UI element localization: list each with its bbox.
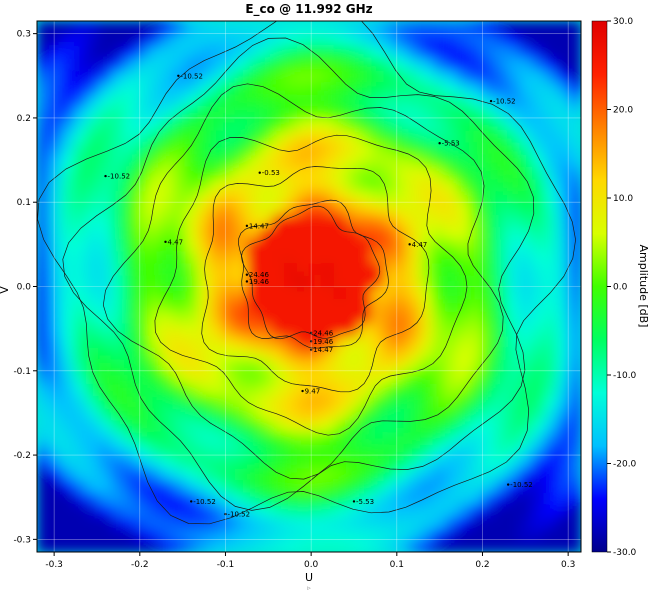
contour-label-marker xyxy=(245,224,249,228)
heatmap-field: -10.52 -10.52 -10.52 -10.52 4.47 14.47 4.47 9.4… xyxy=(37,21,581,552)
contour-ring xyxy=(62,37,535,511)
contour-ring xyxy=(154,134,468,436)
contour-label: 19.46 xyxy=(313,338,334,346)
contour-label-marker xyxy=(408,243,411,246)
contour-ring xyxy=(37,21,576,525)
colorbar-ticks: -30.0 -20.0 -10.0 0.0 10.0 20.0 30.0 xyxy=(607,17,637,558)
x-tick-label: -0.3 xyxy=(45,560,63,570)
contour-label-marker xyxy=(489,99,493,103)
y-axis-label: V xyxy=(0,286,11,294)
contour-label-marker xyxy=(438,142,441,145)
colorbar-label: Amplitude [dB] xyxy=(637,245,650,328)
contour-label: -0.53 xyxy=(262,169,280,177)
contour-label-marker xyxy=(104,174,107,178)
contour-label: 4.47 xyxy=(168,238,184,246)
contour-label-marker xyxy=(164,240,167,244)
contour-label-marker xyxy=(190,500,193,503)
y-tick-label: -0.2 xyxy=(13,451,31,461)
contour-label: -10.52 xyxy=(510,481,533,489)
contour-label-marker xyxy=(245,273,249,276)
y-tick-label: 0.1 xyxy=(17,198,31,208)
contour-label-marker xyxy=(258,171,261,174)
grid-lines xyxy=(37,21,581,552)
x-tick-label: -0.1 xyxy=(217,560,235,570)
colorbar-tick-label: 10.0 xyxy=(613,194,633,204)
y-tick-label: 0.0 xyxy=(17,283,32,293)
contour-label-marker xyxy=(352,500,356,503)
contour-ring xyxy=(241,205,381,340)
contour-label: -10.52 xyxy=(493,98,516,106)
colorbar-tick-label: 20.0 xyxy=(613,106,633,116)
y-tick-label: 0.3 xyxy=(17,30,31,40)
contour-label-marker xyxy=(301,389,304,393)
x-tick-label: -0.2 xyxy=(131,560,149,570)
contour-label-marker xyxy=(245,280,249,283)
x-tick-label: 0.2 xyxy=(475,560,489,570)
contour-label-marker xyxy=(506,483,510,486)
chart-title: E_co @ 11.992 GHz xyxy=(245,2,372,17)
contour-label: 24.46 xyxy=(249,271,270,279)
y-axis: -0.3 -0.2 -0.1 0.0 0.1 0.2 0.3 xyxy=(13,30,37,545)
contour-label: -10.52 xyxy=(180,72,203,80)
contour-ring xyxy=(102,83,504,480)
contour-ring xyxy=(201,166,430,393)
colorbar-tick-label: -10.0 xyxy=(613,371,637,381)
contour-label: 24.46 xyxy=(313,329,334,337)
colorbar: -30.0 -20.0 -10.0 0.0 10.0 20.0 30.0 Amplitude… xyxy=(591,17,650,558)
colorbar-tick-label: -30.0 xyxy=(613,548,637,558)
x-axis-marker-icon: ▹ xyxy=(307,584,311,592)
y-tick-label: -0.3 xyxy=(13,535,31,545)
contour-label: -10.52 xyxy=(227,511,250,519)
contour-labels: -10.52 -10.52 -10.52 -10.52 4.47 14.47 4.47 9.4… xyxy=(104,72,533,519)
contour-label: 14.47 xyxy=(313,346,333,354)
contour-ring xyxy=(238,199,389,349)
colorbar-tick-label: 0.0 xyxy=(613,283,628,293)
contour-label: -5.53 xyxy=(442,140,460,148)
contour-label: -5.53 xyxy=(356,498,374,506)
contour-label: 19.46 xyxy=(249,278,270,286)
colorbar-tick-label: 30.0 xyxy=(613,17,633,27)
contour-lines xyxy=(37,21,576,525)
contour-label: -10.52 xyxy=(193,498,216,506)
y-tick-label: -0.1 xyxy=(13,367,31,377)
contour-label: 9.47 xyxy=(305,388,321,396)
x-axis-label: U xyxy=(305,571,313,584)
plot-area: -10.52 -10.52 -10.52 -10.52 4.47 14.47 4.47 9.4… xyxy=(36,20,582,553)
y-tick-label: 0.2 xyxy=(17,114,31,124)
colorbar-tick-label: -20.0 xyxy=(613,460,637,470)
colorbar-gradient xyxy=(591,20,608,553)
x-tick-label: 0.1 xyxy=(390,560,404,570)
contour-label-marker xyxy=(177,74,180,77)
x-tick-label: 0.3 xyxy=(561,560,575,570)
x-tick-label: 0.0 xyxy=(304,560,319,570)
contour-label: 4.47 xyxy=(412,241,428,249)
contour-label: -10.52 xyxy=(108,173,131,181)
contour-label: 14.47 xyxy=(249,222,269,230)
x-axis: -0.3 -0.2 -0.1 0.0 0.1 0.2 0.3 xyxy=(45,552,575,570)
